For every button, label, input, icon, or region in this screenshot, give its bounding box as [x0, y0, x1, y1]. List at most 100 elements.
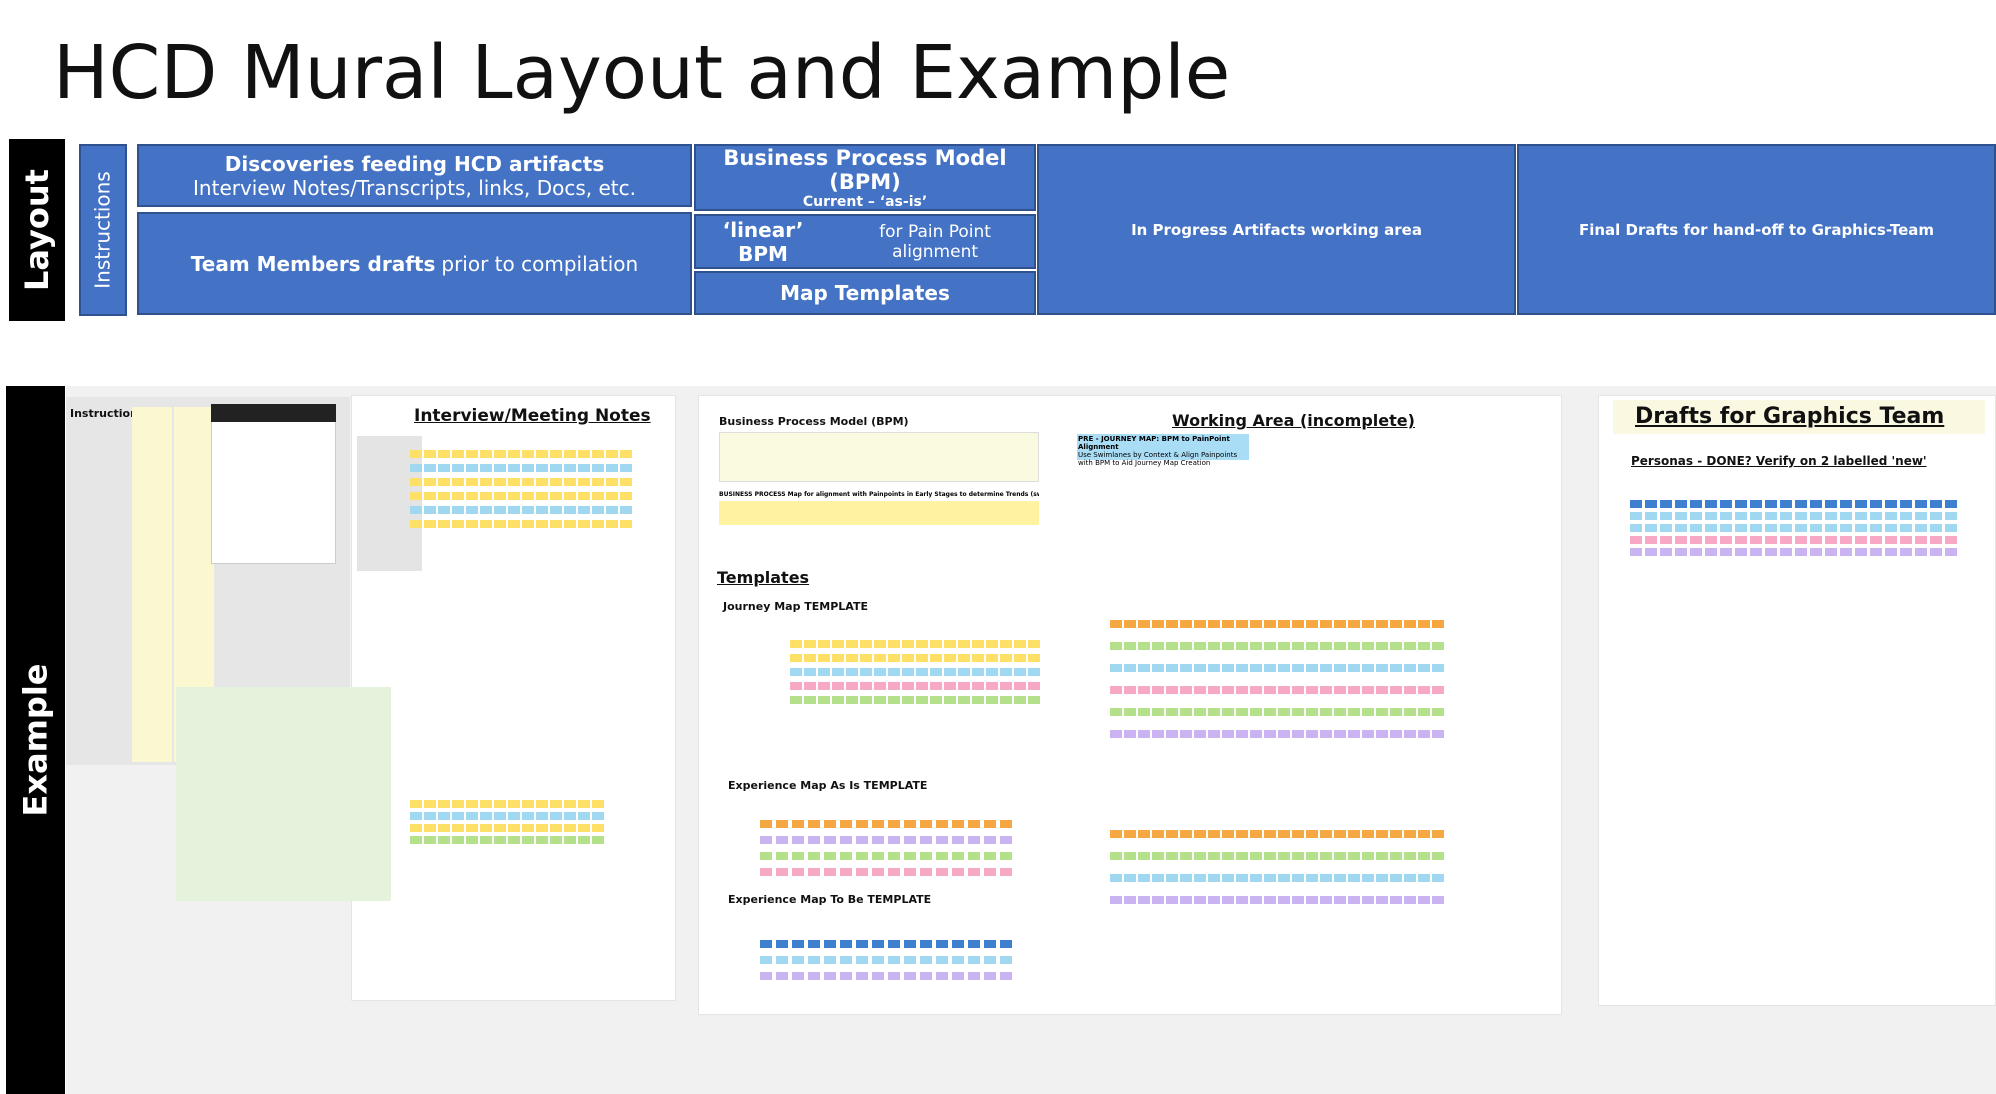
- sticky: [410, 812, 422, 820]
- sticky: [1362, 620, 1374, 628]
- sticky: [824, 940, 836, 948]
- sticky: [1236, 730, 1248, 738]
- sticky: [1222, 708, 1234, 716]
- sticky: [1885, 524, 1897, 532]
- panel-title: Instructions: [70, 407, 145, 420]
- sticky: [790, 668, 802, 676]
- sticky: [840, 852, 852, 860]
- sticky: [818, 654, 830, 662]
- sticky: [904, 940, 916, 948]
- sticky: [1000, 654, 1012, 662]
- sticky: [1675, 524, 1687, 532]
- sticky: [1152, 642, 1164, 650]
- sticky: [578, 478, 590, 486]
- sticky: [564, 520, 576, 528]
- sticky: [1110, 830, 1122, 838]
- sticky: [1690, 500, 1702, 508]
- sticky: [592, 506, 604, 514]
- sticky: [1720, 524, 1732, 532]
- sticky: [792, 820, 804, 828]
- sticky: [840, 972, 852, 980]
- sticky: [508, 478, 520, 486]
- sticky: [1124, 730, 1136, 738]
- sticky: [968, 836, 980, 844]
- sticky: [1028, 654, 1040, 662]
- sticky: [1028, 640, 1040, 648]
- sticky: [1376, 852, 1388, 860]
- sticky: [480, 506, 492, 514]
- sticky: [1334, 686, 1346, 694]
- sticky: [832, 668, 844, 676]
- sticky: [410, 478, 422, 486]
- sticky: [410, 492, 422, 500]
- sticky: [776, 836, 788, 844]
- sticky: [760, 836, 772, 844]
- sticky: [856, 972, 868, 980]
- sticky: [1404, 852, 1416, 860]
- sticky: [804, 640, 816, 648]
- sticky: [1780, 524, 1792, 532]
- sticky: [1222, 874, 1234, 882]
- sticky: [452, 478, 464, 486]
- sticky: [1870, 500, 1882, 508]
- sticky: [1945, 536, 1957, 544]
- section-title: Templates: [717, 568, 810, 587]
- sticky: [466, 836, 478, 844]
- sticky: [1000, 640, 1012, 648]
- sticky: [452, 492, 464, 500]
- sticky: [1306, 896, 1318, 904]
- sticky: [1028, 668, 1040, 676]
- sticky: [1236, 708, 1248, 716]
- sticky: [824, 972, 836, 980]
- layout-label-text: Layout: [18, 169, 57, 291]
- sticky: [1735, 548, 1747, 556]
- sticky: [1264, 708, 1276, 716]
- sticky: [1945, 548, 1957, 556]
- sticky: [1320, 686, 1332, 694]
- sticky: [986, 668, 998, 676]
- sticky: [808, 940, 820, 948]
- sticky: [874, 696, 886, 704]
- sticky: [550, 824, 562, 832]
- sticky: [1306, 730, 1318, 738]
- sticky: [1292, 708, 1304, 716]
- sticky: [1278, 686, 1290, 694]
- sticky: [1376, 664, 1388, 672]
- sticky: [1000, 836, 1012, 844]
- sticky: [452, 464, 464, 472]
- sticky: [1264, 620, 1276, 628]
- sticky: [494, 824, 506, 832]
- sticky: [606, 492, 618, 500]
- sticky: [424, 836, 436, 844]
- sticky: [1138, 708, 1150, 716]
- sticky: [1278, 620, 1290, 628]
- sticky: [1180, 686, 1192, 694]
- sticky: [620, 450, 632, 458]
- sticky: [1855, 548, 1867, 556]
- sticky: [958, 696, 970, 704]
- sticky: [958, 654, 970, 662]
- sticky: [578, 812, 590, 820]
- sticky: [1208, 852, 1220, 860]
- sticky: [1278, 664, 1290, 672]
- sticky: [1138, 642, 1150, 650]
- sticky: [1735, 536, 1747, 544]
- sticky: [1222, 730, 1234, 738]
- sticky: [1348, 852, 1360, 860]
- sticky: [790, 654, 802, 662]
- sticky: [1208, 830, 1220, 838]
- sticky: [1404, 620, 1416, 628]
- sticky: [1250, 664, 1262, 672]
- sticky: [1000, 868, 1012, 876]
- sticky: [1705, 512, 1717, 520]
- sticky: [536, 812, 548, 820]
- sticky: [466, 800, 478, 808]
- sticky: [1630, 524, 1642, 532]
- sticky: [1900, 500, 1912, 508]
- bpm-linear: [719, 501, 1039, 525]
- sticky: [1432, 874, 1444, 882]
- sticky: [930, 682, 942, 690]
- team-box: Team Members drafts prior to compilation: [137, 212, 692, 315]
- sticky: [792, 868, 804, 876]
- box-title: ‘linear’ BPM: [722, 217, 804, 266]
